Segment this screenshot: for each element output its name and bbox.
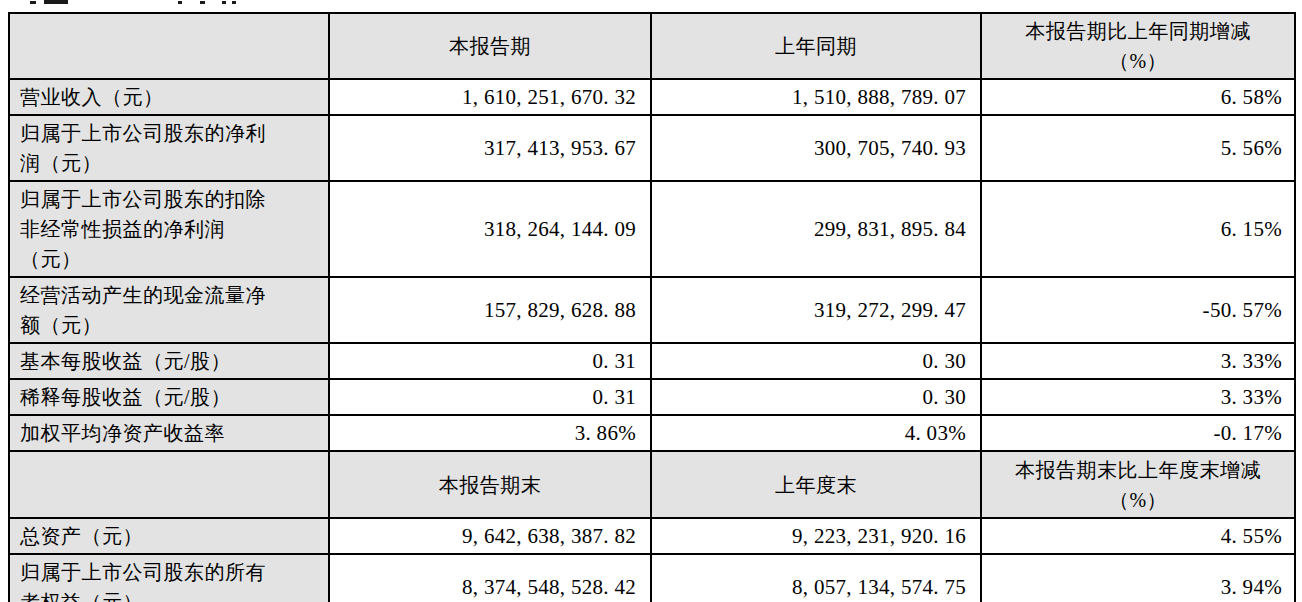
row-weighted-avg-roe: 加权平均净资产收益率 3. 86% 4. 03% -0. 17% — [9, 415, 1295, 451]
current-period-cell: 1, 610, 251, 670. 32 — [329, 79, 651, 115]
row-label-cell: 总资产（元） — [9, 518, 329, 554]
current-period-cell: 0. 31 — [329, 343, 651, 379]
current-period-cell: 157, 829, 628. 88 — [329, 277, 651, 343]
corner-cell — [9, 451, 329, 518]
header-prior-period: 上年同期 — [651, 13, 981, 79]
clipped-text-artifact — [200, 1, 205, 4]
header-current-endpoint: 本报告期末 — [329, 451, 651, 518]
row-label-cell: 营业收入（元） — [9, 79, 329, 115]
change-cell: 3. 33% — [981, 343, 1295, 379]
row-diluted-eps: 稀释每股收益（元/股） 0. 31 0. 30 3. 33% — [9, 379, 1295, 415]
row-label-cell: 加权平均净资产收益率 — [9, 415, 329, 451]
prior-period-cell: 9, 223, 231, 920. 16 — [651, 518, 981, 554]
clipped-text-artifact — [44, 0, 68, 4]
header-row-period: 本报告期 上年同期 本报告期比上年同期增减 （%） — [9, 13, 1295, 79]
current-period-cell: 9, 642, 638, 387. 82 — [329, 518, 651, 554]
change-cell: 6. 15% — [981, 181, 1295, 277]
clipped-text-artifact — [222, 1, 226, 4]
row-label-cell: 归属于上市公司股东的所有 者权益（元） — [9, 554, 329, 602]
header-endpoint-change: 本报告期末比上年度末增减 （%） — [981, 451, 1295, 518]
change-cell: 4. 55% — [981, 518, 1295, 554]
change-cell: 5. 56% — [981, 115, 1295, 181]
row-label-cell: 基本每股收益（元/股） — [9, 343, 329, 379]
header-row-endpoint: 本报告期末 上年度末 本报告期末比上年度末增减 （%） — [9, 451, 1295, 518]
header-period-change-line1: 本报告期比上年同期增减 — [986, 16, 1290, 46]
header-period-change: 本报告期比上年同期增减 （%） — [981, 13, 1295, 79]
row-label-cell: 经营活动产生的现金流量净 额（元） — [9, 277, 329, 343]
header-period-change-line2: （%） — [986, 46, 1290, 76]
prior-period-cell: 1, 510, 888, 789. 07 — [651, 79, 981, 115]
prior-period-cell: 0. 30 — [651, 343, 981, 379]
row-equity-attributable: 归属于上市公司股东的所有 者权益（元） 8, 374, 548, 528. 42… — [9, 554, 1295, 602]
prior-period-cell: 319, 272, 299. 47 — [651, 277, 981, 343]
row-net-profit-after-non-recurring: 归属于上市公司股东的扣除 非经常性损益的净利润 （元） 318, 264, 14… — [9, 181, 1295, 277]
row-total-assets: 总资产（元） 9, 642, 638, 387. 82 9, 223, 231,… — [9, 518, 1295, 554]
change-cell: -50. 57% — [981, 277, 1295, 343]
header-prior-endpoint: 上年度末 — [651, 451, 981, 518]
row-label-cell: 归属于上市公司股东的扣除 非经常性损益的净利润 （元） — [9, 181, 329, 277]
prior-period-cell: 8, 057, 134, 574. 75 — [651, 554, 981, 602]
current-period-cell: 8, 374, 548, 528. 42 — [329, 554, 651, 602]
prior-period-cell: 4. 03% — [651, 415, 981, 451]
change-cell: 6. 58% — [981, 79, 1295, 115]
current-period-cell: 318, 264, 144. 09 — [329, 181, 651, 277]
report-page: 本报告期 上年同期 本报告期比上年同期增减 （%） 营业收入（元） 1, 610… — [0, 0, 1302, 602]
header-endpoint-change-line2: （%） — [986, 485, 1290, 515]
row-label-cell: 稀释每股收益（元/股） — [9, 379, 329, 415]
prior-period-cell: 0. 30 — [651, 379, 981, 415]
clipped-text-artifact — [30, 1, 36, 4]
header-endpoint-change-line1: 本报告期末比上年度末增减 — [986, 455, 1290, 485]
row-label-cell: 归属于上市公司股东的净利 润（元） — [9, 115, 329, 181]
row-basic-eps: 基本每股收益（元/股） 0. 31 0. 30 3. 33% — [9, 343, 1295, 379]
change-cell: -0. 17% — [981, 415, 1295, 451]
change-cell: 3. 94% — [981, 554, 1295, 602]
prior-period-cell: 300, 705, 740. 93 — [651, 115, 981, 181]
financial-summary-table: 本报告期 上年同期 本报告期比上年同期增减 （%） 营业收入（元） 1, 610… — [8, 12, 1296, 602]
header-current-period: 本报告期 — [329, 13, 651, 79]
clipped-text-artifact — [178, 1, 182, 4]
current-period-cell: 317, 413, 953. 67 — [329, 115, 651, 181]
corner-cell — [9, 13, 329, 79]
clipped-text-artifact — [232, 1, 236, 4]
current-period-cell: 3. 86% — [329, 415, 651, 451]
row-operating-revenue: 营业收入（元） 1, 610, 251, 670. 32 1, 510, 888… — [9, 79, 1295, 115]
row-operating-cash-flow: 经营活动产生的现金流量净 额（元） 157, 829, 628. 88 319,… — [9, 277, 1295, 343]
row-net-profit-attributable: 归属于上市公司股东的净利 润（元） 317, 413, 953. 67 300,… — [9, 115, 1295, 181]
current-period-cell: 0. 31 — [329, 379, 651, 415]
prior-period-cell: 299, 831, 895. 84 — [651, 181, 981, 277]
change-cell: 3. 33% — [981, 379, 1295, 415]
